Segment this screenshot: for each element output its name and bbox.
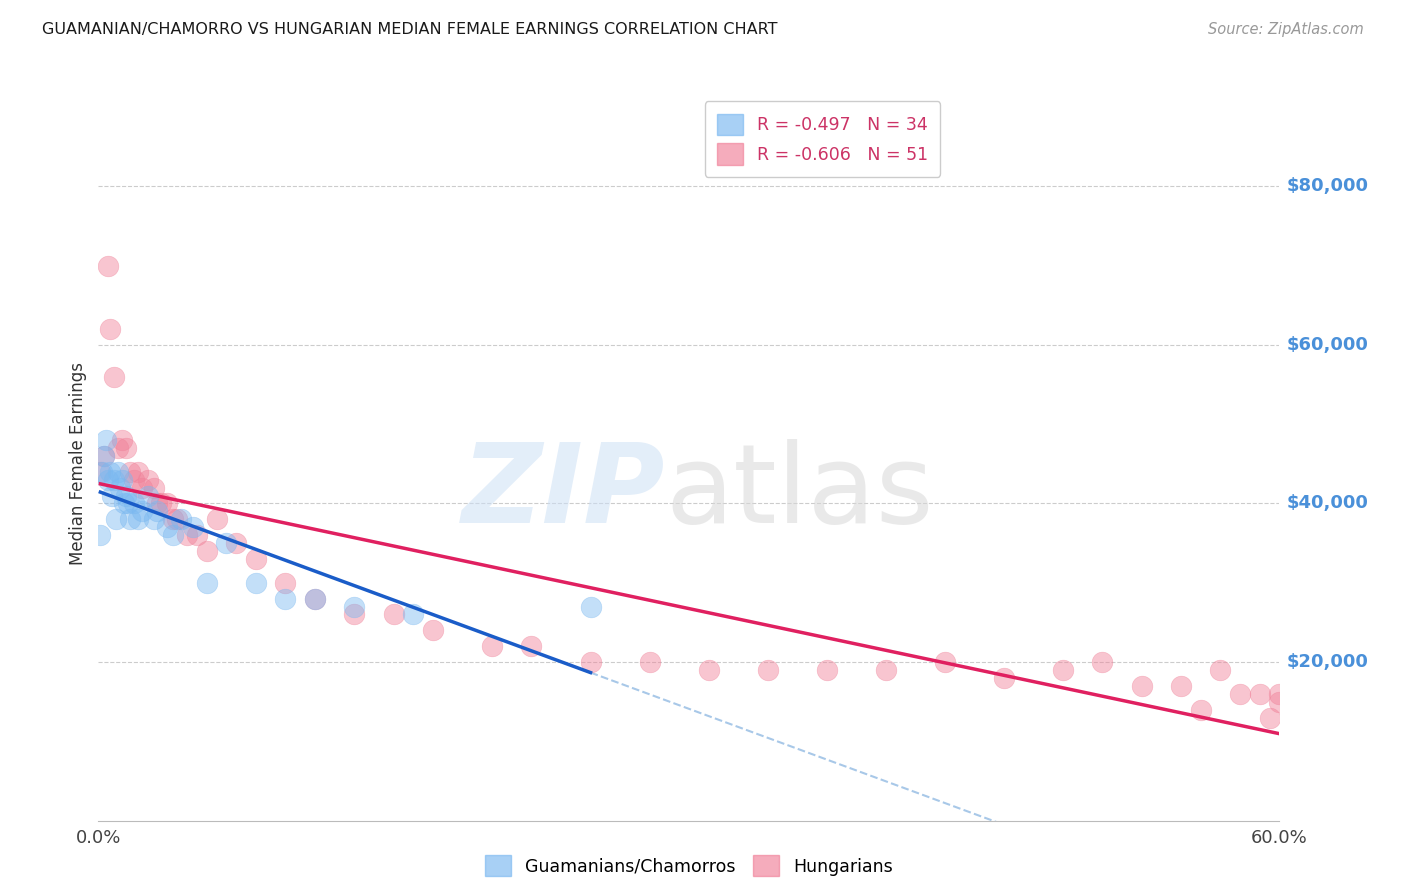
Point — [934, 655, 956, 669]
Point — [382, 607, 405, 622]
Text: $20,000: $20,000 — [1286, 653, 1368, 671]
Point — [225, 536, 247, 550]
Point — [304, 591, 326, 606]
Point — [115, 489, 138, 503]
Point — [150, 496, 173, 510]
Point — [181, 520, 204, 534]
Point — [1209, 663, 1232, 677]
Point — [195, 575, 218, 590]
Point — [245, 552, 267, 566]
Point — [1268, 695, 1291, 709]
Point — [697, 663, 720, 677]
Point — [136, 489, 159, 503]
Point — [343, 607, 366, 622]
Point — [166, 512, 188, 526]
Point — [304, 591, 326, 606]
Text: atlas: atlas — [665, 439, 934, 546]
Point — [103, 473, 125, 487]
Point — [156, 496, 179, 510]
Point — [115, 441, 138, 455]
Point — [205, 512, 228, 526]
Point — [111, 433, 134, 447]
Point — [91, 465, 114, 479]
Point — [274, 591, 297, 606]
Point — [1189, 703, 1212, 717]
Point — [156, 520, 179, 534]
Point — [422, 624, 444, 638]
Point — [136, 473, 159, 487]
Point — [118, 512, 141, 526]
Point — [215, 536, 238, 550]
Point — [108, 481, 131, 495]
Point — [146, 504, 169, 518]
Point — [1170, 679, 1192, 693]
Point — [111, 473, 134, 487]
Point — [520, 639, 543, 653]
Point — [122, 473, 145, 487]
Point — [98, 322, 121, 336]
Point — [186, 528, 208, 542]
Text: $40,000: $40,000 — [1286, 494, 1368, 513]
Point — [89, 465, 111, 479]
Point — [117, 496, 139, 510]
Point — [756, 663, 779, 677]
Point — [274, 575, 297, 590]
Point — [1268, 687, 1291, 701]
Point — [579, 655, 602, 669]
Text: $80,000: $80,000 — [1286, 178, 1368, 195]
Point — [815, 663, 838, 677]
Point — [107, 465, 129, 479]
Point — [162, 528, 184, 542]
Point — [142, 481, 165, 495]
Text: Source: ZipAtlas.com: Source: ZipAtlas.com — [1208, 22, 1364, 37]
Point — [98, 465, 121, 479]
Point — [875, 663, 897, 677]
Point — [638, 655, 661, 669]
Point — [118, 465, 141, 479]
Point — [343, 599, 366, 614]
Point — [101, 489, 124, 503]
Text: ZIP: ZIP — [461, 439, 665, 546]
Point — [993, 671, 1015, 685]
Point — [162, 512, 184, 526]
Point — [93, 449, 115, 463]
Point — [481, 639, 503, 653]
Point — [579, 599, 602, 614]
Text: $60,000: $60,000 — [1286, 336, 1368, 354]
Point — [195, 544, 218, 558]
Point — [146, 496, 169, 510]
Point — [131, 481, 153, 495]
Point — [131, 504, 153, 518]
Point — [112, 496, 135, 510]
Point — [402, 607, 425, 622]
Y-axis label: Median Female Earnings: Median Female Earnings — [69, 362, 87, 566]
Point — [97, 473, 120, 487]
Point — [97, 259, 120, 273]
Point — [103, 369, 125, 384]
Point — [96, 433, 118, 447]
Point — [245, 575, 267, 590]
Point — [89, 528, 111, 542]
Point — [1229, 687, 1251, 701]
Point — [107, 441, 129, 455]
Point — [170, 512, 193, 526]
Point — [142, 512, 165, 526]
Legend: Guamanians/Chamorros, Hungarians: Guamanians/Chamorros, Hungarians — [478, 848, 900, 883]
Point — [1091, 655, 1114, 669]
Point — [1130, 679, 1153, 693]
Point — [1249, 687, 1271, 701]
Point — [93, 449, 115, 463]
Point — [122, 496, 145, 510]
Point — [105, 512, 128, 526]
Point — [127, 512, 149, 526]
Point — [1052, 663, 1074, 677]
Point — [176, 528, 198, 542]
Point — [127, 465, 149, 479]
Text: GUAMANIAN/CHAMORRO VS HUNGARIAN MEDIAN FEMALE EARNINGS CORRELATION CHART: GUAMANIAN/CHAMORRO VS HUNGARIAN MEDIAN F… — [42, 22, 778, 37]
Point — [1258, 710, 1281, 724]
